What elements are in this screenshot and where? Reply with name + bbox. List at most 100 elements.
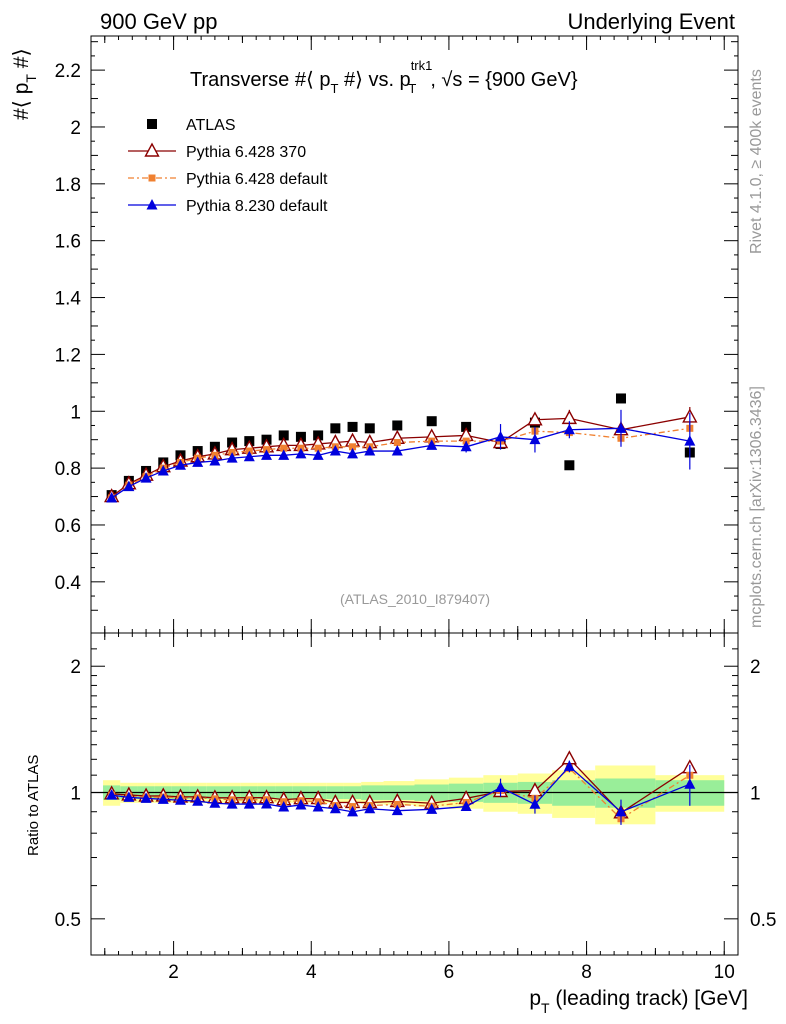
- data-point: [615, 422, 627, 433]
- legend-label: Pythia 6.428 default: [186, 171, 328, 188]
- ratio-point: [329, 802, 341, 814]
- data-point: [529, 433, 541, 445]
- ratio-point: [209, 797, 221, 808]
- y-tick-label: 1: [70, 402, 81, 423]
- data-point: [364, 445, 376, 456]
- data-point: [295, 431, 306, 442]
- ratio-point: [393, 800, 401, 808]
- data-point: [347, 447, 359, 459]
- y-tick-label: 0.8: [55, 459, 81, 480]
- mcplots-label: mcplots.cern.ch [arXiv:1306.3436]: [748, 386, 765, 628]
- ratio-point: [426, 803, 438, 814]
- data-point: [349, 443, 357, 451]
- y-tick-label: 1.2: [55, 345, 81, 366]
- x-tick-label: 10: [714, 962, 735, 983]
- data-point: [563, 423, 575, 435]
- data-series: [103, 393, 698, 825]
- legend-marker: [147, 119, 157, 129]
- ratio-point: [684, 778, 696, 789]
- data-point: [426, 439, 438, 450]
- ratio-y-tick-label-right: 1: [750, 784, 761, 805]
- data-point: [564, 460, 575, 471]
- legend-marker: [146, 199, 158, 210]
- data-point: [615, 393, 626, 404]
- ratio-point: [364, 802, 376, 814]
- ratio-point: [123, 791, 135, 802]
- ratio-y-tick-label: 0.5: [55, 910, 81, 931]
- ratio-point: [226, 798, 238, 809]
- data-point: [426, 416, 437, 427]
- data-point: [261, 449, 273, 460]
- y-tick-label: 1.6: [55, 232, 81, 253]
- data-point: [460, 440, 472, 452]
- ratio-point: [312, 801, 324, 812]
- header-left: 900 GeV pp: [100, 9, 217, 34]
- ratio-point: [140, 792, 152, 803]
- ratio-y-tick-label: 1: [70, 784, 81, 805]
- y-tick-label: 1.4: [55, 289, 82, 310]
- y-tick-label: 0.6: [55, 516, 81, 537]
- axis-tick-labels: 2 4 6 8 10 0.4 0.6 0.8 1 1.2 1.4 1.6 1.8 2 2.2 0.5 0.5 1 1…: [55, 61, 777, 983]
- ratio-point: [615, 805, 627, 817]
- data-point: [140, 472, 152, 483]
- ratio-point: [391, 804, 403, 816]
- data-point: [330, 423, 341, 434]
- ratio-point: [106, 789, 118, 800]
- data-point: [295, 447, 307, 459]
- y-axis-label: #⟨ pT #⟩: [10, 48, 39, 120]
- ratio-y-tick-label: 2: [70, 657, 81, 678]
- data-point: [314, 444, 322, 452]
- legend-marker: [144, 142, 160, 157]
- ratio-point: [243, 798, 255, 809]
- rivet-label: Rivet 4.1.0, ≥ 400k events: [748, 69, 765, 254]
- data-point: [243, 450, 255, 462]
- data-point: [312, 449, 324, 460]
- legend-label: Pythia 6.428 370: [186, 144, 306, 161]
- legend-label: ATLAS: [186, 117, 236, 134]
- axis-ticks: [91, 36, 738, 955]
- y-tick-label: 1.8: [55, 175, 81, 196]
- ratio-y-tick-label-right: 0.5: [750, 910, 776, 931]
- legend: ATLAS Pythia 6.428 370 Pythia 6.428 defaul…: [128, 117, 328, 215]
- ratio-point: [347, 805, 359, 817]
- data-point: [684, 435, 696, 446]
- ratio-uncertainty-bands: [91, 765, 738, 825]
- data-point: [392, 420, 403, 431]
- data-point: [226, 452, 238, 463]
- data-point: [461, 421, 472, 432]
- ratio-point: [192, 795, 204, 806]
- ratio-point: [157, 793, 169, 804]
- data-point: [106, 491, 118, 503]
- x-axis-label: pT (leading track) [GeV]: [529, 987, 748, 1016]
- ratio-point: [261, 798, 273, 809]
- chart-title: Transverse #⟨ pT #⟩ vs. ptrk1 T, √s = {90…: [190, 58, 578, 96]
- data-point: [280, 444, 288, 452]
- ratio-plot-frame: [90, 632, 739, 956]
- data-point: [527, 411, 543, 426]
- y-tick-label: 2.2: [55, 61, 81, 82]
- ratio-point: [563, 760, 575, 771]
- data-point: [495, 430, 507, 442]
- data-point: [157, 464, 169, 476]
- data-point: [209, 455, 221, 466]
- ratio-point: [295, 798, 307, 810]
- ratio-point: [460, 800, 472, 812]
- y-tick-label: 2: [70, 118, 81, 139]
- x-tick-label: 4: [306, 962, 317, 983]
- legend-label: Pythia 8.230 default: [186, 198, 328, 215]
- ratio-y-axis-label: Ratio to ATLAS: [25, 755, 42, 856]
- data-point: [278, 430, 289, 441]
- ratio-point: [174, 794, 186, 805]
- x-tick-label: 2: [168, 962, 179, 983]
- data-point: [278, 449, 290, 460]
- ratio-y-tick-label-right: 2: [750, 657, 761, 678]
- header-right: Underlying Event: [567, 9, 735, 34]
- legend-marker: [148, 174, 156, 182]
- data-point: [391, 445, 403, 456]
- x-tick-label: 8: [581, 962, 592, 983]
- data-point: [313, 430, 324, 441]
- x-tick-label: 6: [444, 962, 455, 983]
- data-point: [192, 456, 204, 467]
- ratio-point: [495, 781, 507, 792]
- data-point: [364, 423, 375, 434]
